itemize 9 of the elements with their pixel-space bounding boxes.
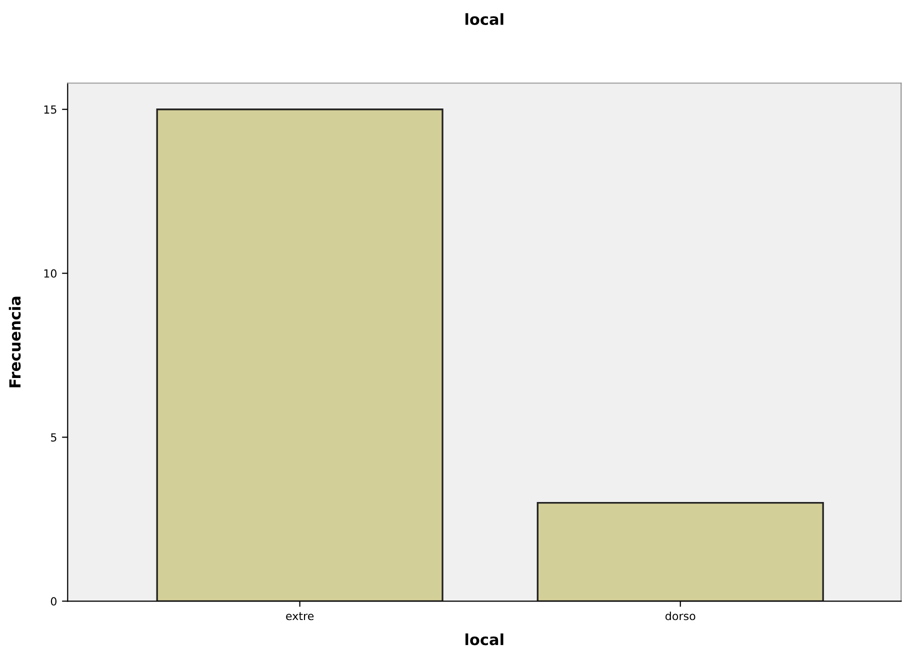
x-tick-label: dorso	[665, 612, 696, 620]
y-tick-label: 10	[44, 269, 56, 278]
x-axis-title: local	[465, 633, 504, 646]
y-tick-label: 15	[44, 105, 56, 114]
x-tick-label: extre	[286, 612, 314, 620]
chart-title: local	[465, 13, 504, 26]
y-axis-title: Frecuencia	[8, 296, 21, 388]
y-tick-label: 0	[50, 597, 56, 606]
y-tick-label: 5	[51, 433, 56, 442]
